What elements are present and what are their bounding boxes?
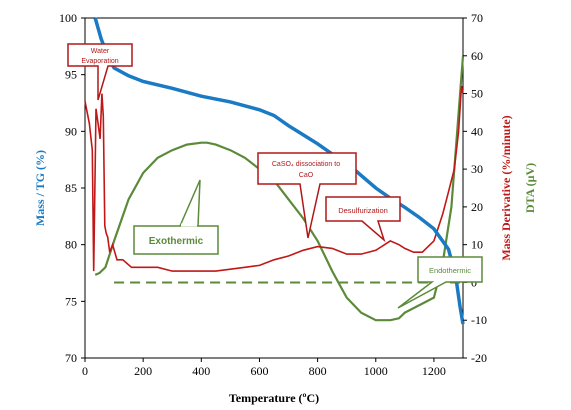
y-right-tick-label: 20 — [471, 200, 483, 214]
y-right-tick-label: 40 — [471, 124, 483, 138]
plot-frame — [84, 17, 464, 359]
y-right-axis-label-derivative: Mass Derivative (%/minute) — [499, 115, 513, 260]
callout-caso4-dissociation: CaSO₄ dissociation to CaO — [257, 152, 357, 239]
callout-water-evaporation-line-1: Water — [91, 48, 110, 55]
callout-endothermic-text: Endothermic — [429, 266, 471, 275]
callout-caso4-line-1: CaSO₄ dissociation to — [272, 161, 340, 168]
callout-desulfurization-text: Desulfurization — [338, 206, 388, 215]
dtg-series-line — [84, 85, 464, 272]
x-tick-label: 200 — [134, 364, 152, 378]
y-right-tick-label: 10 — [471, 238, 483, 252]
y-left-tick-label: 90 — [65, 124, 77, 138]
callout-endothermic: Endothermic — [397, 256, 483, 309]
y-left-axis-label: Mass / TG (%) — [33, 150, 47, 226]
y-left-tick-label: 100 — [59, 11, 77, 25]
y-right-tick-label: 50 — [471, 87, 483, 101]
y-left-tick-label: 95 — [65, 68, 77, 82]
y-right-tick-label: 70 — [471, 11, 483, 25]
callout-exothermic-text: Exothermic — [149, 236, 204, 247]
callout-water-evaporation: Water Evaporation — [67, 43, 133, 101]
x-tick-label: 0 — [82, 364, 88, 378]
y-left-tick-label: 75 — [65, 294, 77, 308]
x-tick-label: 1000 — [364, 364, 388, 378]
dta-series-line — [94, 55, 465, 322]
x-axis-label: Temperature (ºC) — [229, 391, 319, 405]
x-tick-label: 800 — [309, 364, 327, 378]
callout-exothermic: Exothermic — [133, 179, 219, 255]
x-tick-label: 400 — [192, 364, 210, 378]
tg-series-line — [93, 17, 465, 325]
callout-caso4-line-2: CaO — [299, 172, 314, 179]
y-left-tick-label: 85 — [65, 181, 77, 195]
y-right-tick-label: 60 — [471, 49, 483, 63]
y-right-tick-label: -10 — [471, 313, 487, 327]
x-tick-label: 600 — [250, 364, 268, 378]
x-tick-label: 1200 — [422, 364, 446, 378]
y-left-tick-label: 70 — [65, 351, 77, 365]
callout-desulfurization: Desulfurization — [325, 196, 401, 243]
y-left-tick-label: 80 — [65, 238, 77, 252]
y-right-tick-label: 30 — [471, 162, 483, 176]
y-right-tick-label: -20 — [471, 351, 487, 365]
callout-water-evaporation-line-2: Evaporation — [81, 58, 118, 65]
y-right-axis-label-dta: DTA (µV) — [523, 163, 537, 213]
